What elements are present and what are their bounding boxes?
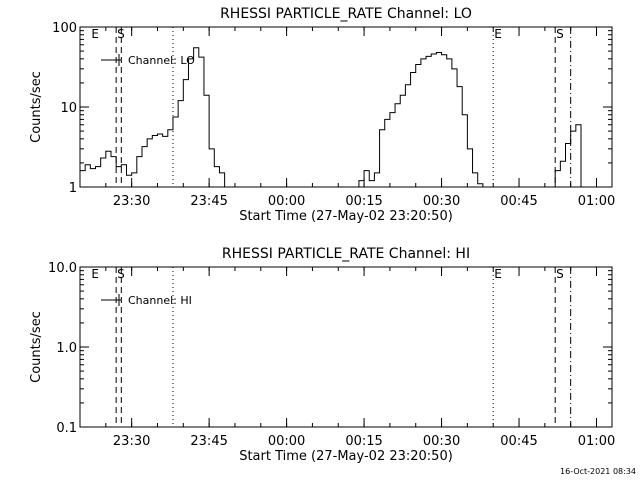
event-marker-label: E (91, 267, 99, 281)
legend-label: Channel: LO (128, 54, 195, 67)
legend-label: Channel: HI (128, 294, 192, 307)
x-tick-label: 23:30 (113, 194, 150, 209)
timestamp: 16-Oct-2021 08:34 (560, 467, 636, 476)
y-tick-label: 1.0 (56, 341, 77, 356)
data-series-line (554, 124, 582, 187)
x-tick-label: 00:00 (268, 194, 305, 209)
x-tick-label: 01:00 (578, 194, 615, 209)
x-tick-label: 23:45 (190, 194, 227, 209)
data-series-line (358, 52, 484, 187)
x-tick-label: 00:00 (268, 434, 305, 449)
y-axis-label: Counts/sec (29, 71, 44, 143)
x-tick-label: 23:30 (113, 434, 150, 449)
x-tick-label: 00:15 (345, 434, 382, 449)
event-marker-label: S (556, 267, 564, 281)
x-tick-label: 00:45 (500, 434, 537, 449)
x-axis-label: Start Time (27-May-02 23:20:50) (239, 449, 453, 464)
x-tick-label: 00:30 (423, 434, 460, 449)
event-marker-label: S (556, 27, 564, 41)
y-tick-label: 100 (52, 21, 77, 36)
data-series-line (79, 47, 226, 187)
event-marker-label: S (117, 267, 125, 281)
y-tick-label: 0.1 (56, 421, 77, 436)
x-tick-label: 01:00 (578, 434, 615, 449)
x-tick-label: 00:30 (423, 194, 460, 209)
chart-title: RHESSI PARTICLE_RATE Channel: LO (220, 6, 472, 22)
event-marker-label: S (117, 27, 125, 41)
x-tick-label: 23:45 (190, 434, 227, 449)
plot-frame (79, 266, 613, 428)
event-marker-label: E (494, 27, 502, 41)
event-marker-label: E (91, 27, 99, 41)
x-axis-label: Start Time (27-May-02 23:20:50) (239, 209, 453, 224)
y-tick-label: 10 (60, 101, 77, 116)
x-tick-label: 00:15 (345, 194, 382, 209)
chart-title: RHESSI PARTICLE_RATE Channel: HI (222, 246, 470, 262)
x-tick-label: 00:45 (500, 194, 537, 209)
y-axis-label: Counts/sec (29, 311, 44, 383)
event-marker-label: E (494, 267, 502, 281)
y-tick-label: 1 (69, 181, 77, 196)
y-tick-label: 10.0 (48, 261, 77, 276)
plot-frame (79, 26, 613, 188)
